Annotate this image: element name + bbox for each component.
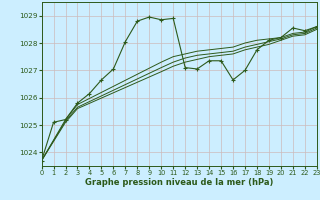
X-axis label: Graphe pression niveau de la mer (hPa): Graphe pression niveau de la mer (hPa) bbox=[85, 178, 273, 187]
